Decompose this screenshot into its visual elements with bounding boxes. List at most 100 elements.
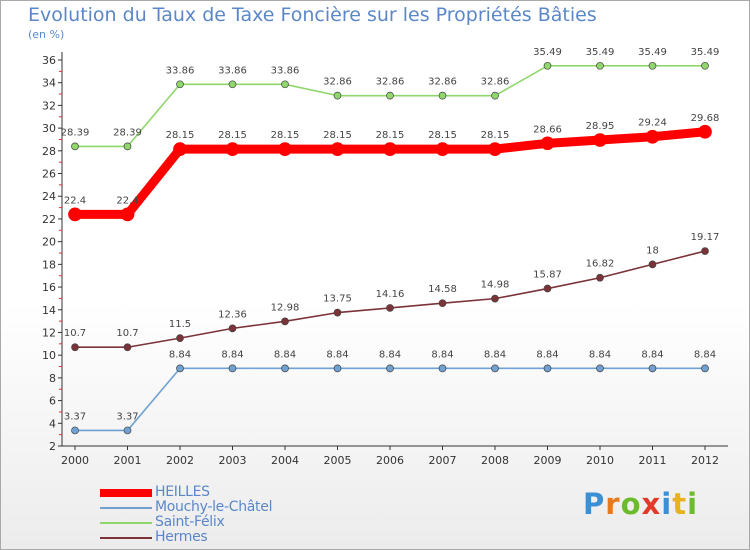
y-tick-label: 18 [42, 258, 56, 271]
data-label: 8.84 [221, 349, 243, 360]
data-point [491, 364, 499, 373]
data-point [438, 91, 447, 100]
data-label: 13.75 [323, 294, 352, 305]
data-point [71, 426, 79, 435]
proxiti-logo: Proxiti [583, 487, 698, 521]
chart-title: Evolution du Taux de Taxe Foncière sur l… [28, 4, 597, 26]
data-label: 3.37 [116, 411, 138, 422]
data-label: 35.49 [586, 47, 615, 58]
data-label: 19.17 [691, 232, 720, 243]
data-label: 8.84 [484, 349, 506, 360]
x-tick-label: 2012 [691, 454, 719, 467]
data-label: 28.15 [271, 130, 300, 141]
data-point [228, 324, 237, 333]
data-label: 11.5 [169, 319, 191, 330]
data-label: 32.86 [323, 77, 352, 88]
data-label: 14.16 [376, 289, 405, 300]
data-point [123, 343, 132, 352]
y-tick-label: 8 [49, 372, 56, 385]
data-label: 28.39 [61, 127, 90, 138]
chart-unit-label: (en %) [28, 28, 65, 41]
x-tick-label: 2004 [271, 454, 299, 467]
data-point [543, 284, 552, 293]
x-tick-label: 2000 [61, 454, 89, 467]
data-label: 28.15 [166, 130, 195, 141]
data-point [120, 207, 135, 222]
data-label: 15.87 [533, 270, 562, 281]
data-label: 12.36 [218, 309, 247, 320]
legend-swatch [100, 489, 152, 497]
data-label: 33.86 [218, 65, 247, 76]
data-label: 28.15 [218, 130, 247, 141]
legend-swatch [100, 507, 152, 509]
y-tick-label: 36 [42, 54, 56, 67]
data-point [225, 142, 240, 156]
data-point [435, 142, 450, 156]
data-label: 10.7 [116, 328, 138, 339]
x-tick-label: 2011 [639, 454, 667, 467]
data-point [596, 273, 604, 282]
data-label: 8.84 [169, 349, 191, 360]
data-label: 35.49 [691, 47, 720, 58]
y-tick-label: 4 [49, 417, 56, 430]
data-point [593, 133, 607, 147]
data-label: 22.4 [64, 195, 86, 206]
logo-letter: r [605, 487, 621, 521]
data-label: 28.15 [376, 130, 405, 141]
y-tick-label: 24 [42, 190, 56, 203]
x-tick-label: 2005 [324, 454, 352, 467]
data-point [173, 142, 187, 156]
data-label: 3.37 [64, 411, 86, 422]
data-label: 8.84 [379, 349, 401, 360]
data-point [698, 124, 712, 139]
logo-letter: P [583, 487, 606, 521]
data-label: 12.98 [271, 302, 300, 313]
y-tick-label: 2 [49, 440, 56, 453]
data-point [701, 61, 709, 70]
data-label: 8.84 [536, 349, 558, 360]
logo-letter: o [620, 487, 642, 521]
y-tick-label: 32 [42, 99, 56, 112]
data-point [333, 308, 342, 317]
data-point [123, 426, 132, 435]
legend-label: Hermes [155, 529, 208, 545]
legend-label: Mouchy-le-Châtel [155, 499, 273, 515]
data-label: 28.15 [428, 130, 457, 141]
data-point [648, 364, 657, 373]
data-point [645, 129, 660, 144]
data-label: 29.68 [691, 113, 720, 124]
data-label: 18 [646, 245, 659, 256]
data-point [648, 61, 657, 70]
y-tick-label: 20 [42, 236, 56, 249]
data-label: 16.82 [586, 259, 615, 270]
data-point [68, 207, 82, 222]
data-point [281, 317, 289, 326]
x-tick-label: 2008 [481, 454, 509, 467]
data-label: 32.86 [481, 77, 510, 88]
data-point [488, 142, 502, 156]
data-point [543, 364, 552, 373]
data-label: 33.86 [166, 65, 195, 76]
data-point [228, 364, 237, 373]
y-tick-label: 6 [49, 395, 56, 408]
data-point [333, 91, 342, 100]
x-tick-label: 2003 [219, 454, 247, 467]
data-label: 10.7 [64, 328, 86, 339]
logo-letter: i [687, 487, 699, 521]
data-point [330, 142, 345, 156]
data-point [701, 364, 709, 373]
data-label: 14.98 [481, 280, 510, 291]
x-tick-label: 2009 [534, 454, 562, 467]
data-label: 8.84 [326, 349, 348, 360]
data-point [386, 364, 394, 373]
y-tick-label: 30 [42, 122, 56, 135]
x-tick-label: 2010 [586, 454, 614, 467]
y-tick-label: 16 [42, 281, 56, 294]
x-tick-label: 2002 [166, 454, 194, 467]
data-point [383, 142, 397, 156]
x-tick-label: 2006 [376, 454, 404, 467]
data-label: 33.86 [271, 65, 300, 76]
legend-swatch [100, 522, 152, 524]
data-point [278, 142, 292, 156]
data-point [386, 304, 394, 312]
